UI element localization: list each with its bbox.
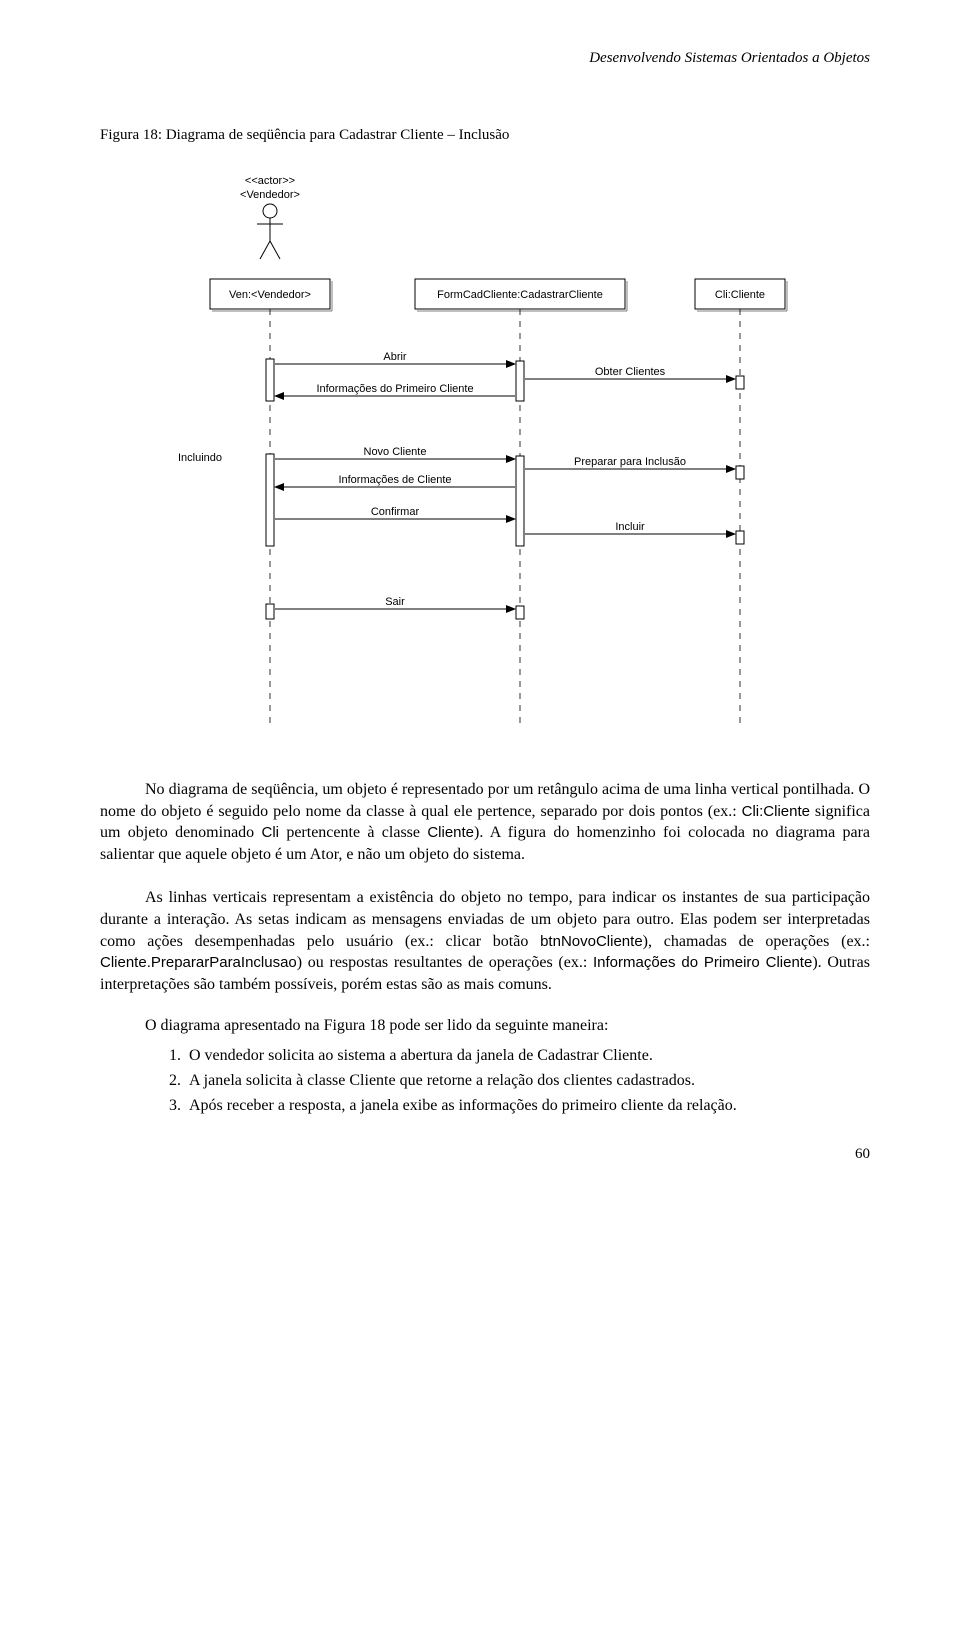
sequence-diagram: <<actor>> <Vendedor> Ven:<Vendedor> FormCad…: [100, 169, 870, 729]
svg-text:Informações do Primeiro Client: Informações do Primeiro Cliente: [316, 383, 473, 395]
svg-text:FormCadCliente:CadastrarClient: FormCadCliente:CadastrarCliente: [437, 289, 603, 301]
paragraph-2: As linhas verticais representam a existê…: [100, 887, 870, 995]
inline-code-cli-cliente: Cli:Cliente: [742, 803, 810, 820]
svg-text:Incluindo: Incluindo: [178, 452, 222, 464]
svg-text:Ven:<Vendedor>: Ven:<Vendedor>: [229, 289, 311, 301]
svg-text:Confirmar: Confirmar: [371, 506, 420, 518]
svg-text:Abrir: Abrir: [383, 351, 407, 363]
svg-text:<Vendedor>: <Vendedor>: [240, 189, 300, 201]
svg-text:Obter Clientes: Obter Clientes: [595, 366, 666, 378]
numbered-list: O vendedor solicita ao sistema a abertur…: [100, 1045, 870, 1116]
svg-text:Cli:Cliente: Cli:Cliente: [715, 289, 765, 301]
svg-text:Informações de Cliente: Informações de Cliente: [338, 474, 451, 486]
svg-text:Preparar para Inclusão: Preparar para Inclusão: [574, 456, 686, 468]
p1-part-c: pertencente à classe: [279, 824, 427, 841]
list-item: O vendedor solicita ao sistema a abertur…: [185, 1045, 870, 1067]
inline-code-cli: Cli: [262, 824, 280, 841]
list-lead: O diagrama apresentado na Figura 18 pode…: [100, 1017, 870, 1035]
svg-text:Sair: Sair: [385, 596, 405, 608]
inline-code-info: Informações do Primeiro Cliente: [593, 954, 812, 971]
svg-text:<<actor>>: <<actor>>: [245, 175, 295, 187]
running-header: Desenvolvendo Sistemas Orientados a Obje…: [100, 50, 870, 67]
svg-text:Incluir: Incluir: [615, 521, 645, 533]
p2-part-b: ), chamadas de operações (ex.:: [643, 933, 870, 950]
inline-code-btn: btnNovoCliente: [540, 933, 643, 950]
svg-text:Novo Cliente: Novo Cliente: [364, 446, 427, 458]
page-number: 60: [100, 1146, 870, 1163]
paragraph-1: No diagrama de seqüência, um objeto é re…: [100, 779, 870, 865]
inline-code-cliente: Cliente: [427, 824, 474, 841]
inline-code-preparar: Cliente.PrepararParaInclusao: [100, 954, 297, 971]
list-item: Após receber a resposta, a janela exibe …: [185, 1095, 870, 1117]
figure-caption: Figura 18: Diagrama de seqüência para Ca…: [100, 127, 870, 144]
p2-part-c: ) ou respostas resultantes de operações …: [297, 954, 593, 971]
list-item: A janela solicita à classe Cliente que r…: [185, 1070, 870, 1092]
